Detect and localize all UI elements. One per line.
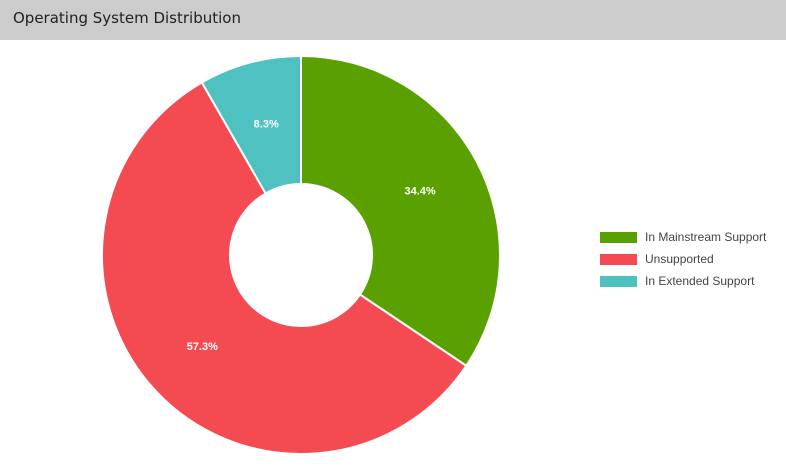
legend-item-2[interactable]: In Extended Support [600,270,766,292]
slice-1[interactable] [101,81,468,455]
slice-2[interactable] [200,54,302,195]
legend-swatch [600,253,637,265]
donut-chart: 34.4% 57.3% 8.3% [101,54,501,455]
legend-label: In Extended Support [645,274,755,288]
legend-swatch [600,275,637,287]
legend-label: In Mainstream Support [645,230,767,244]
panel-header: Operating System Distribution [0,0,786,40]
panel-title: Operating System Distribution [13,9,241,27]
legend-item-0[interactable]: In Mainstream Support [600,226,766,248]
slice-label-0: 34.4% [405,185,436,197]
legend-item-1[interactable]: Unsupported [600,248,766,270]
legend-swatch [600,231,637,243]
slice-label-2: 8.3% [254,119,279,131]
slice-0[interactable] [300,54,501,368]
slice-label-1: 57.3% [187,341,218,353]
chart-legend: In Mainstream Support Unsupported In Exten… [600,226,766,292]
legend-label: Unsupported [645,252,714,266]
